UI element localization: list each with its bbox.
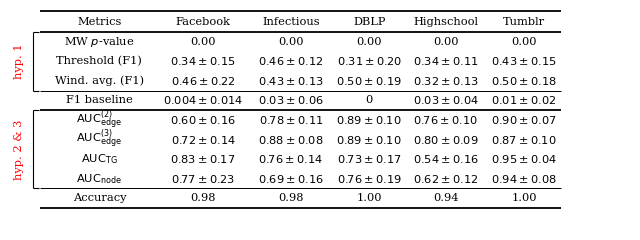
Text: Metrics: Metrics xyxy=(77,17,122,27)
Text: $0.62 \pm 0.12$: $0.62 \pm 0.12$ xyxy=(413,173,479,185)
Text: $0.90 \pm 0.07$: $0.90 \pm 0.07$ xyxy=(492,114,557,126)
Text: $0.72 \pm 0.14$: $0.72 \pm 0.14$ xyxy=(171,134,236,146)
Text: Threshold (F1): Threshold (F1) xyxy=(56,56,142,66)
Text: MW $p$-value: MW $p$-value xyxy=(64,35,134,49)
Text: $0.78 \pm 0.11$: $0.78 \pm 0.11$ xyxy=(259,114,323,126)
Text: 1.00: 1.00 xyxy=(511,193,537,203)
Text: $0.76 \pm 0.10$: $0.76 \pm 0.10$ xyxy=(413,114,478,126)
Text: Accuracy: Accuracy xyxy=(72,193,126,203)
Text: $0.54 \pm 0.16$: $0.54 \pm 0.16$ xyxy=(413,153,479,165)
Text: $0.31 \pm 0.20$: $0.31 \pm 0.20$ xyxy=(337,55,402,67)
Text: $0.43 \pm 0.15$: $0.43 \pm 0.15$ xyxy=(492,55,557,67)
Text: $0.95 \pm 0.04$: $0.95 \pm 0.04$ xyxy=(491,153,557,165)
Text: $0.94 \pm 0.08$: $0.94 \pm 0.08$ xyxy=(491,173,557,185)
Text: $0.76 \pm 0.14$: $0.76 \pm 0.14$ xyxy=(259,153,323,165)
Text: $0.50 \pm 0.18$: $0.50 \pm 0.18$ xyxy=(491,75,557,87)
Text: $\mathrm{AUC}_{\mathrm{TG}}$: $\mathrm{AUC}_{\mathrm{TG}}$ xyxy=(81,152,118,166)
Text: $0.73 \pm 0.17$: $0.73 \pm 0.17$ xyxy=(337,153,401,165)
Text: 0.98: 0.98 xyxy=(278,193,304,203)
Text: 0: 0 xyxy=(365,96,372,105)
Text: $0.43 \pm 0.13$: $0.43 \pm 0.13$ xyxy=(258,75,324,87)
Text: $0.76 \pm 0.19$: $0.76 \pm 0.19$ xyxy=(337,173,402,185)
Text: $0.83 \pm 0.17$: $0.83 \pm 0.17$ xyxy=(170,153,236,165)
Text: F1 baseline: F1 baseline xyxy=(66,96,132,105)
Text: $0.89 \pm 0.10$: $0.89 \pm 0.10$ xyxy=(337,134,402,146)
Text: $0.88 \pm 0.08$: $0.88 \pm 0.08$ xyxy=(258,134,324,146)
Text: hyp. 1: hyp. 1 xyxy=(13,43,24,79)
Text: 0.94: 0.94 xyxy=(433,193,458,203)
Text: 0.00: 0.00 xyxy=(356,37,382,47)
Text: $0.01 \pm 0.02$: $0.01 \pm 0.02$ xyxy=(492,94,557,106)
Text: $0.89 \pm 0.10$: $0.89 \pm 0.10$ xyxy=(337,114,402,126)
Text: Highschool: Highschool xyxy=(413,17,478,27)
Text: $0.32 \pm 0.13$: $0.32 \pm 0.13$ xyxy=(413,75,479,87)
Text: $\mathrm{AUC}^{(2)}_{\mathrm{edge}}$: $\mathrm{AUC}^{(2)}_{\mathrm{edge}}$ xyxy=(76,108,122,132)
Text: 1.00: 1.00 xyxy=(356,193,382,203)
Text: Infectious: Infectious xyxy=(262,17,320,27)
Text: $0.60 \pm 0.16$: $0.60 \pm 0.16$ xyxy=(170,114,236,126)
Text: hyp. 2 & 3: hyp. 2 & 3 xyxy=(13,119,24,180)
Text: $0.46 \pm 0.12$: $0.46 \pm 0.12$ xyxy=(259,55,324,67)
Text: Facebook: Facebook xyxy=(176,17,230,27)
Text: $0.004 \pm 0.014$: $0.004 \pm 0.014$ xyxy=(163,94,243,106)
Text: $0.50 \pm 0.19$: $0.50 \pm 0.19$ xyxy=(336,75,402,87)
Text: $\mathrm{AUC}^{(3)}_{\mathrm{edge}}$: $\mathrm{AUC}^{(3)}_{\mathrm{edge}}$ xyxy=(76,128,122,151)
Text: $\mathrm{AUC}_{\mathrm{node}}$: $\mathrm{AUC}_{\mathrm{node}}$ xyxy=(76,172,122,186)
Text: $0.03 \pm 0.06$: $0.03 \pm 0.06$ xyxy=(258,94,324,106)
Text: Tumblr: Tumblr xyxy=(503,17,545,27)
Text: $0.03 \pm 0.04$: $0.03 \pm 0.04$ xyxy=(413,94,479,106)
Text: Wind. avg. (F1): Wind. avg. (F1) xyxy=(55,76,144,86)
Text: $0.87 \pm 0.10$: $0.87 \pm 0.10$ xyxy=(492,134,557,146)
Text: 0.98: 0.98 xyxy=(190,193,216,203)
Text: 0.00: 0.00 xyxy=(511,37,537,47)
Text: $0.69 \pm 0.16$: $0.69 \pm 0.16$ xyxy=(258,173,324,185)
Text: $0.80 \pm 0.09$: $0.80 \pm 0.09$ xyxy=(413,134,479,146)
Text: DBLP: DBLP xyxy=(353,17,385,27)
Text: $0.46 \pm 0.22$: $0.46 \pm 0.22$ xyxy=(171,75,236,87)
Text: $0.34 \pm 0.15$: $0.34 \pm 0.15$ xyxy=(170,55,236,67)
Text: $0.34 \pm 0.11$: $0.34 \pm 0.11$ xyxy=(413,55,479,67)
Text: 0.00: 0.00 xyxy=(433,37,458,47)
Text: 0.00: 0.00 xyxy=(190,37,216,47)
Text: 0.00: 0.00 xyxy=(278,37,304,47)
Text: $0.77 \pm 0.23$: $0.77 \pm 0.23$ xyxy=(171,173,235,185)
